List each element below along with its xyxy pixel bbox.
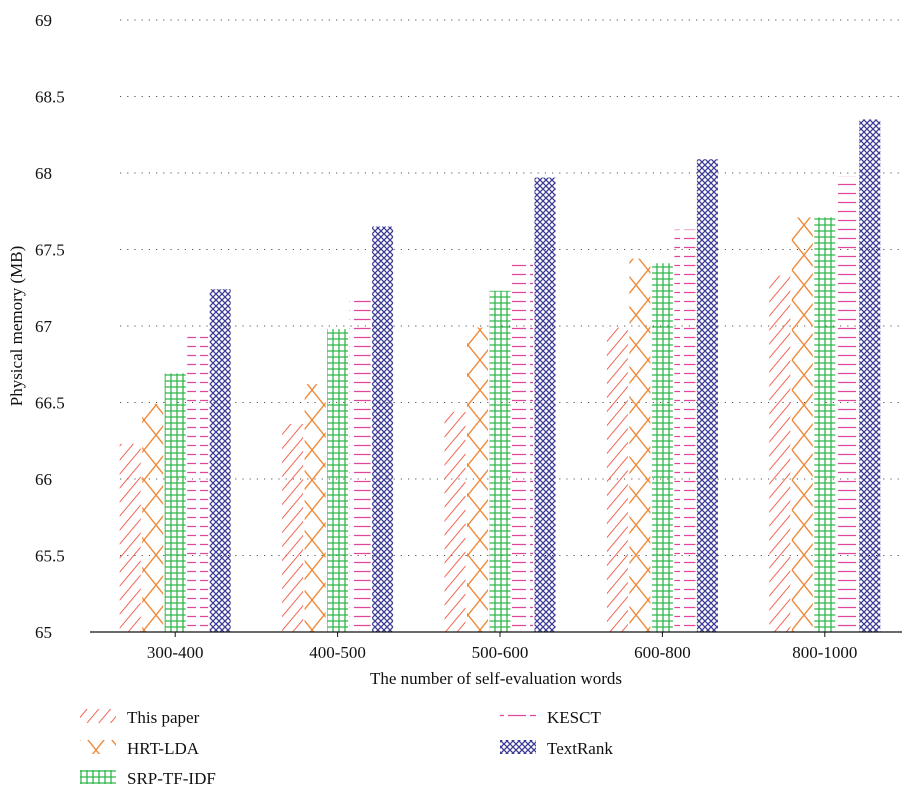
bar-kesct-300-400 — [187, 333, 209, 632]
legend-swatch — [500, 740, 536, 754]
legend-item-this-paper: This paper — [80, 708, 200, 727]
bar-this-paper-400-500 — [282, 423, 304, 632]
x-tick-label: 600-800 — [634, 643, 691, 662]
legend-label: This paper — [127, 708, 200, 727]
y-axis-ticks: 65 65.5 66 66.5 67 67.5 68 68.5 69 — [35, 11, 65, 642]
bar-hrt-lda-400-500 — [304, 384, 326, 632]
bar-hrt-lda-600-800 — [629, 258, 651, 632]
bar-this-paper-300-400 — [119, 443, 141, 632]
bar-srp-tf-idf-400-500 — [327, 329, 349, 632]
bar-hrt-lda-800-1000 — [791, 217, 813, 632]
y-tick-label: 67 — [35, 317, 53, 336]
bar-srp-tf-idf-800-1000 — [814, 217, 836, 632]
bar-kesct-800-1000 — [836, 176, 858, 632]
bar-this-paper-600-800 — [606, 327, 628, 632]
y-tick-label: 65.5 — [35, 547, 65, 566]
bar-kesct-600-800 — [674, 229, 696, 633]
x-tick-label: 300-400 — [147, 643, 204, 662]
y-tick-label: 66 — [35, 470, 52, 489]
y-tick-label: 65 — [35, 623, 52, 642]
y-tick-label: 67.5 — [35, 241, 65, 260]
legend-item-textrank: TextRank — [500, 739, 613, 758]
bars — [119, 119, 881, 633]
y-tick-label: 66.5 — [35, 394, 65, 413]
bar-hrt-lda-500-600 — [467, 327, 488, 632]
legend-label: KESCT — [547, 708, 601, 727]
x-tick-label: 800-1000 — [792, 643, 857, 662]
bar-this-paper-800-1000 — [769, 275, 791, 632]
bar-srp-tf-idf-300-400 — [164, 373, 186, 632]
legend-label: HRT-LDA — [127, 739, 200, 758]
grid-lines — [120, 19, 902, 556]
legend: This paper HRT-LDA SRP-TF-IDF KESCT TextRank — [80, 708, 613, 788]
bar-this-paper-500-600 — [444, 411, 466, 632]
legend-item-kesct: KESCT — [500, 708, 601, 727]
bar-textrank-400-500 — [372, 226, 394, 633]
bar-textrank-300-400 — [209, 289, 231, 632]
x-tick-label: 400-500 — [309, 643, 366, 662]
bar-kesct-500-600 — [512, 263, 533, 632]
y-tick-label: 68.5 — [35, 88, 65, 107]
legend-item-hrt-lda: HRT-LDA — [80, 739, 200, 758]
y-tick-label: 68 — [35, 164, 52, 183]
bar-kesct-400-500 — [349, 298, 371, 632]
x-tick-label: 500-600 — [472, 643, 529, 662]
bar-textrank-600-800 — [696, 159, 718, 633]
bar-srp-tf-idf-500-600 — [489, 290, 511, 632]
y-axis-title: Physical memory (MB) — [7, 246, 26, 407]
x-axis-title: The number of self-evaluation words — [370, 669, 622, 688]
bar-textrank-800-1000 — [859, 119, 881, 632]
legend-swatch — [500, 709, 536, 723]
x-axis-ticks: 300-400 400-500 500-600 600-800 800-1000 — [147, 632, 857, 662]
bar-hrt-lda-300-400 — [142, 404, 164, 632]
legend-label: TextRank — [547, 739, 613, 758]
legend-swatch — [80, 770, 116, 784]
bar-srp-tf-idf-600-800 — [651, 263, 673, 632]
y-tick-label: 69 — [35, 11, 52, 30]
legend-swatch — [80, 709, 116, 723]
legend-label: SRP-TF-IDF — [127, 769, 216, 788]
legend-swatch — [80, 740, 116, 754]
legend-item-srp-tf-idf: SRP-TF-IDF — [80, 769, 216, 788]
bar-textrank-500-600 — [534, 177, 556, 632]
